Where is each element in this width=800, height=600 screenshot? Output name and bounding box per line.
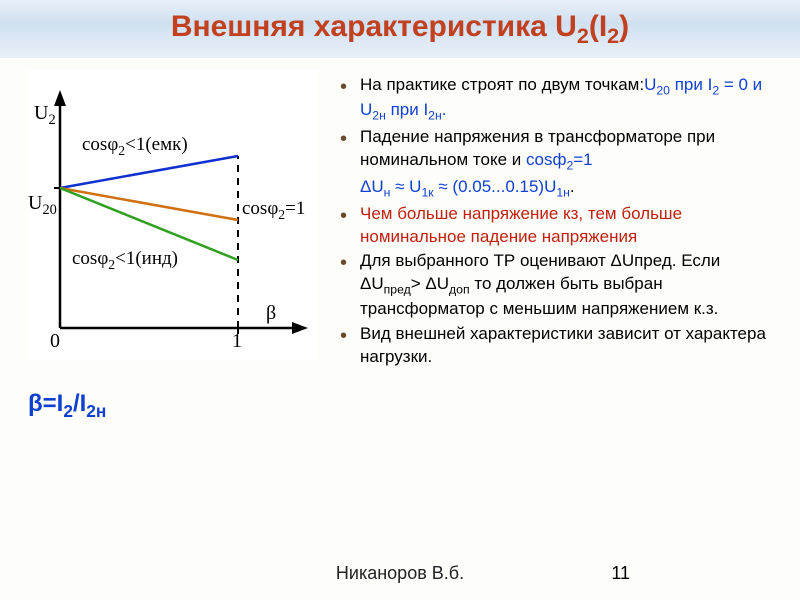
bullet-item: Чем больше напряжение кз, тем больше ном… [336,203,780,249]
bullet-subline: ΔUн ≈ U1к ≈ (0.05...0.15)U1н. [336,176,780,201]
line-unity [60,188,238,220]
content-row: U2 U20 0 1 β cosφ2<1(емк) cosφ2=1 cosφ2<… [0,58,800,422]
left-column: U2 U20 0 1 β cosφ2<1(емк) cosφ2=1 cosφ2<… [28,70,318,422]
bullet-item: Вид внешней характеристики зависит от ха… [336,323,780,369]
label-unity: cosφ2=1 [242,198,305,223]
x-tick-1: 1 [232,330,242,353]
title-bar: Внешняя характеристика U2(I2) [0,0,800,58]
u20-label: U20 [28,192,57,219]
beta-axis-label: β [266,302,276,325]
page-title: Внешняя характеристика U2(I2) [171,10,629,49]
footer-author: Никаноров В.б. [0,563,800,584]
bullet-item: На практике строят по двум точкам:U20 пр… [336,74,780,124]
beta-equation: β=I2/I2н [28,390,318,422]
origin-label: 0 [50,330,60,353]
y-axis-label: U2 [34,102,56,129]
right-column: На практике строят по двум точкам:U20 пр… [336,70,780,422]
page-number: 11 [611,563,630,584]
bullet-item: Падение напряжения в трансформаторе при … [336,126,780,174]
characteristic-chart: U2 U20 0 1 β cosφ2<1(емк) cosφ2=1 cosφ2<… [28,70,318,360]
label-inductive: cosφ2<1(инд) [72,248,178,273]
bullet-item: Для выбранного ТР оценивают ΔUпред. Если… [336,250,780,321]
line-capacitive [60,156,238,188]
label-capacitive: cosφ2<1(емк) [82,134,188,159]
bullet-list: На практике строят по двум точкам:U20 пр… [336,74,780,369]
